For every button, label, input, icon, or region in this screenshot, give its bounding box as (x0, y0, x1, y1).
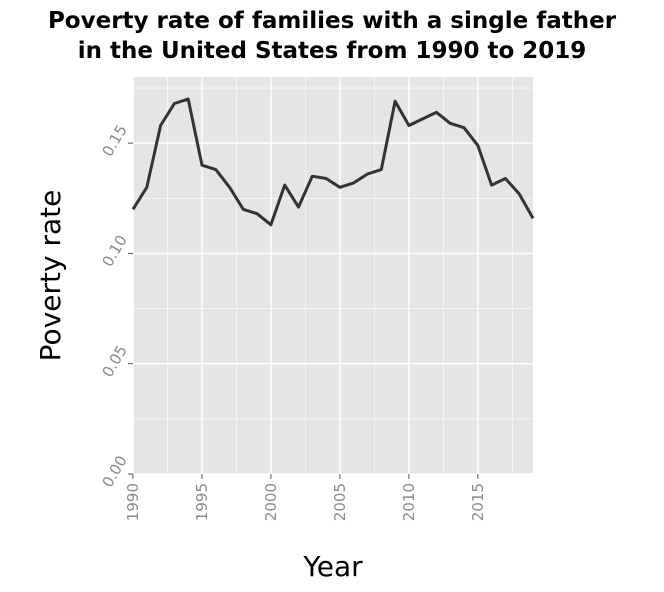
y-tick-label: 0.05 (99, 342, 131, 380)
y-tick-label: 0.15 (99, 122, 131, 160)
x-tick-label: 2015 (469, 483, 487, 521)
x-tick-label: 2005 (331, 483, 349, 521)
chart-title-line-2: in the United States from 1990 to 2019 (77, 38, 587, 64)
chart-title: Poverty rate of families with a single f… (0, 6, 664, 66)
y-tick-labels: 0.000.050.100.15 (99, 122, 131, 491)
x-tick-labels: 1990 1995 2000 2005 2010 2015 (124, 483, 487, 521)
grid-lines (132, 77, 533, 475)
y-tick-label: 0.10 (99, 232, 131, 270)
x-tick-label: 1990 (124, 483, 142, 521)
x-tick-label: 1995 (193, 483, 211, 521)
chart-title-line-1: Poverty rate of families with a single f… (47, 8, 617, 34)
x-axis-title: Year (302, 550, 363, 583)
x-tick-label: 2000 (262, 483, 280, 521)
y-axis-title: Poverty rate (34, 190, 67, 362)
plot-panel (133, 77, 533, 474)
series-line (131, 97, 535, 227)
axis-ticks (128, 142, 479, 479)
x-tick-label: 2010 (400, 483, 418, 521)
